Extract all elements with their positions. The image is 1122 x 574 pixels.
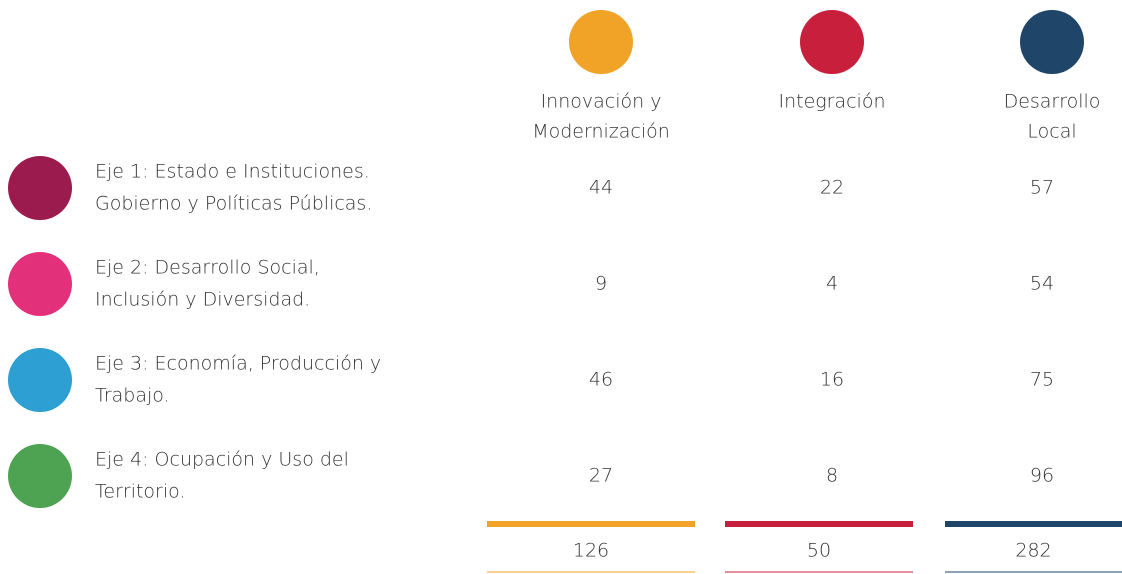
row-label: Inclusión y Diversidad. xyxy=(95,289,310,311)
cell-value: 75 xyxy=(1030,369,1054,391)
row-label: Eje 1: Estado e Instituciones. xyxy=(95,161,370,183)
column-icon xyxy=(800,10,864,74)
column-icon xyxy=(1020,10,1084,74)
cell-value: 44 xyxy=(589,177,613,199)
cell-value: 4 xyxy=(826,273,838,295)
total-value: 126 xyxy=(573,540,609,562)
cell-value: 16 xyxy=(820,369,844,391)
cell-value: 96 xyxy=(1030,465,1054,487)
cell-value: 54 xyxy=(1030,273,1054,295)
row-label: Trabajo. xyxy=(95,385,170,407)
row-label: Eje 2: Desarrollo Social, xyxy=(95,257,320,279)
column-header: Integración xyxy=(778,91,885,113)
column-header: Desarrollo xyxy=(1004,91,1101,113)
total-bar xyxy=(487,521,695,527)
total-bar xyxy=(725,521,913,527)
column-icon xyxy=(569,10,633,74)
total-value: 282 xyxy=(1015,540,1051,562)
cell-value: 46 xyxy=(589,369,613,391)
column-header: Local xyxy=(1027,121,1076,143)
row-label: Territorio. xyxy=(95,481,185,503)
row-label: Eje 4: Ocupación y Uso del xyxy=(95,449,349,471)
cell-value: 22 xyxy=(820,177,844,199)
cell-value: 27 xyxy=(589,465,613,487)
cell-value: 9 xyxy=(595,273,607,295)
row-icon xyxy=(8,252,72,316)
cell-value: 8 xyxy=(826,465,838,487)
column-header: Modernización xyxy=(532,121,670,143)
total-bar xyxy=(945,521,1122,527)
cell-value: 57 xyxy=(1030,177,1054,199)
row-label: Gobierno y Políticas Públicas. xyxy=(95,193,372,215)
total-value: 50 xyxy=(807,540,831,562)
row-icon xyxy=(8,444,72,508)
row-icon xyxy=(8,156,72,220)
column-header: Innovación y xyxy=(541,91,662,113)
row-label: Eje 3: Economía, Producción y xyxy=(95,353,381,375)
row-icon xyxy=(8,348,72,412)
